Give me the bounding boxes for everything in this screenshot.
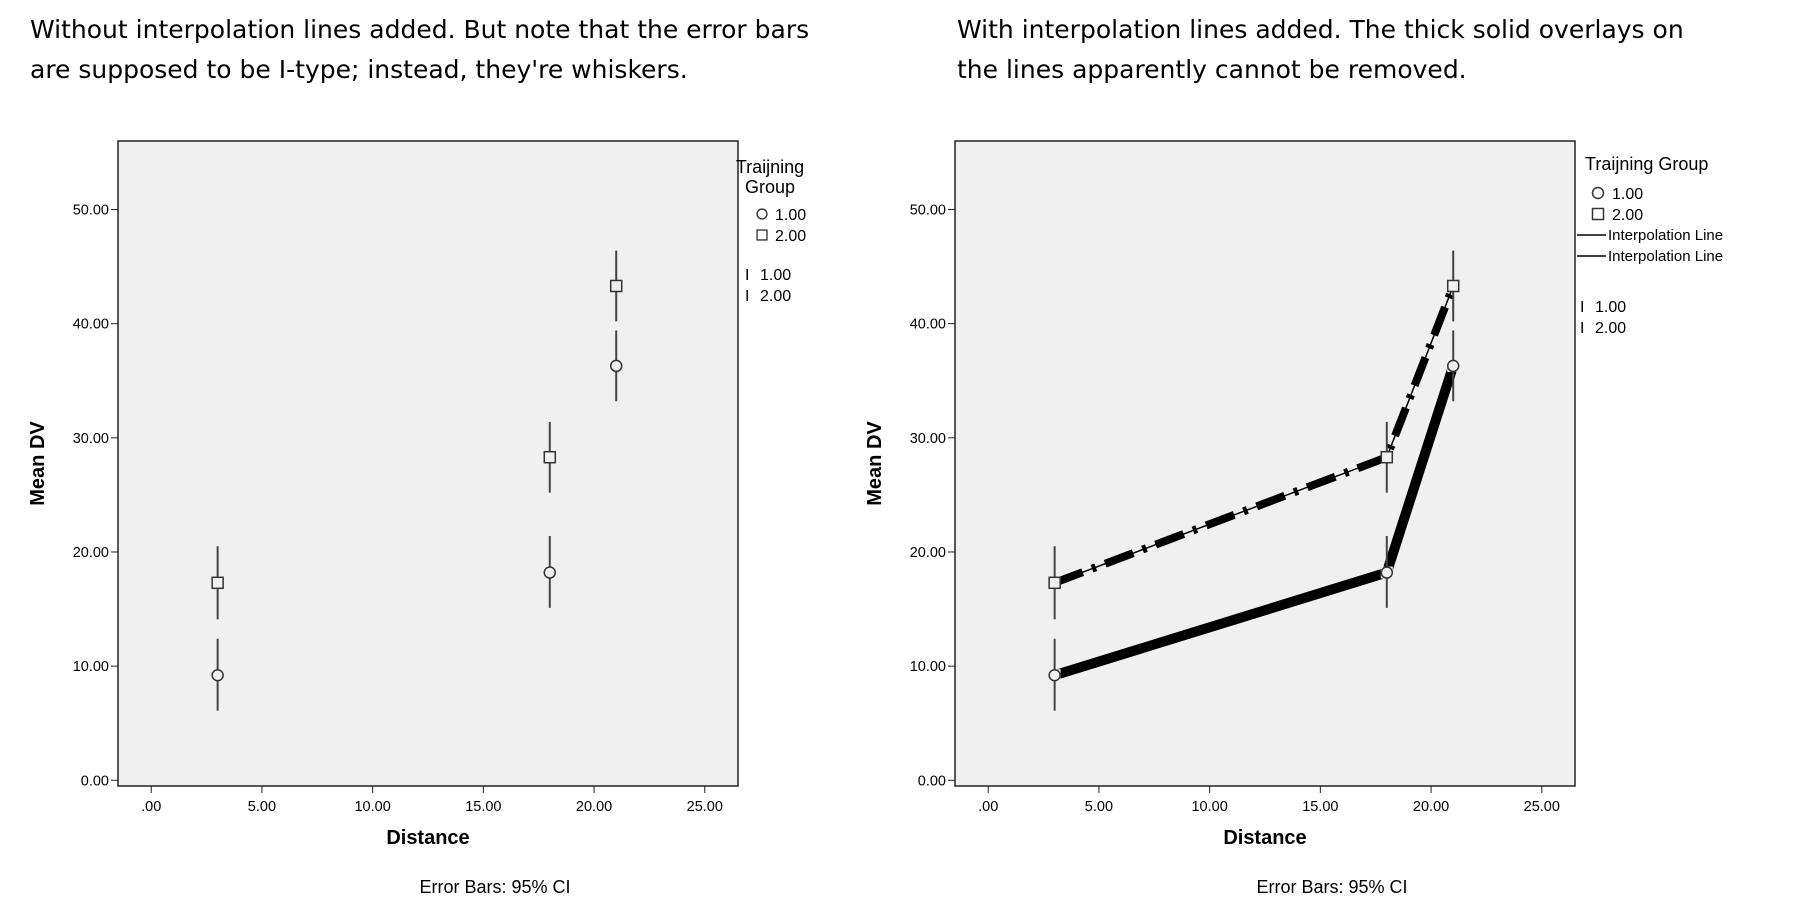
marker-bg [1447, 279, 1460, 292]
legend-line-label: Interpolation Line [1608, 248, 1723, 265]
legend-title: Traijning Group [1585, 154, 1708, 174]
y-tick-label: 40.00 [910, 317, 946, 333]
caption-right: With interpolation lines added. The thic… [957, 15, 1684, 84]
plot-area [954, 140, 1576, 787]
data-point-circle [609, 359, 623, 373]
legend-errorbar-label: 2.00 [760, 288, 791, 305]
marker-bg [1447, 359, 1460, 372]
data-point-square [609, 279, 623, 293]
data-point-circle [1446, 359, 1460, 373]
legend-errorbar-label: 1.00 [760, 267, 791, 284]
data-point-circle [1048, 669, 1061, 682]
interpolation-line-2-overlay [1053, 284, 1457, 587]
y-tick-label: 0.00 [918, 773, 946, 789]
x-tick-label: .00 [141, 799, 161, 815]
y-tick-label: 30.00 [910, 431, 946, 447]
y-tick-label: 30.00 [73, 431, 109, 447]
x-tick-label: 15.00 [465, 799, 501, 815]
y-tick-label: 10.00 [73, 659, 109, 675]
x-tick-label: 25.00 [687, 799, 723, 815]
x-tick-label: 10.00 [354, 799, 390, 815]
marker-bg [211, 576, 224, 589]
y-axis-title: Mean DV [864, 421, 886, 506]
y-tick-label: 50.00 [910, 202, 946, 218]
x-tick-label: 15.00 [1302, 799, 1338, 815]
marker-bg [610, 279, 623, 292]
legend-label: 2.00 [775, 228, 806, 245]
chart-panel-left: 0.00 10.00 20.00 30.00 40.00 50.00 .00 5.00 10.0… [27, 140, 806, 897]
legend-errorbar-icon: I [745, 288, 749, 305]
marker-bg [610, 359, 623, 372]
data-point-square [1380, 450, 1394, 464]
legend-marker-square [1591, 207, 1605, 221]
data-point-square [211, 576, 224, 590]
x-tick-label: 10.00 [1191, 799, 1227, 815]
data-point-circle [543, 566, 557, 579]
y-tick-label: 50.00 [73, 202, 109, 218]
legend-marker-circle [756, 208, 768, 220]
legend-errorbar-label: 2.00 [1595, 320, 1626, 337]
legend-errorbar-icon: I [1580, 299, 1584, 316]
y-axis-title: Mean DV [27, 421, 49, 506]
caption-left: Without interpolation lines added. But n… [30, 15, 810, 84]
legend-errorbar-label: 1.00 [1595, 299, 1626, 316]
data-point-square [1048, 576, 1061, 590]
x-tick-label: 20.00 [1413, 799, 1449, 815]
marker-bg [1048, 669, 1061, 682]
x-axis-title: Distance [386, 827, 469, 849]
legend-marker-circle [1591, 186, 1605, 200]
y-tick-label: 10.00 [910, 659, 946, 675]
legend-line-label: Interpolation Line [1608, 227, 1723, 244]
data-point-square [1446, 279, 1460, 293]
data-point-circle [1380, 566, 1394, 579]
marker-bg [211, 669, 224, 682]
marker-bg [1380, 451, 1393, 464]
y-tick-label: 20.00 [73, 545, 109, 561]
footnote: Error Bars: 95% CI [419, 877, 570, 897]
marker-bg [1048, 576, 1061, 589]
x-tick-label: 20.00 [576, 799, 612, 815]
legend-label: 2.00 [1612, 207, 1643, 224]
x-tick-label: 5.00 [248, 799, 276, 815]
x-tick-label: .00 [978, 799, 998, 815]
plot-area [117, 140, 739, 787]
chart-panel-right: 0.00 10.00 20.00 30.00 40.00 50.00 .00 5.00 10.0… [864, 140, 1723, 897]
data-point-circle [211, 669, 224, 682]
marker-bg [1380, 566, 1393, 579]
data-point-square [543, 450, 557, 464]
legend-marker-square [756, 229, 768, 241]
legend-title-line2: Group [745, 177, 795, 197]
marker-bg [543, 566, 556, 579]
legend-label: 1.00 [775, 207, 806, 224]
y-tick-label: 0.00 [81, 773, 109, 789]
y-tick-label: 20.00 [910, 545, 946, 561]
x-axis-title: Distance [1223, 827, 1306, 849]
x-tick-label: 25.00 [1524, 799, 1560, 815]
footnote: Error Bars: 95% CI [1256, 877, 1407, 897]
marker-bg [543, 451, 556, 464]
y-tick-label: 40.00 [73, 317, 109, 333]
x-tick-label: 5.00 [1085, 799, 1113, 815]
legend-label: 1.00 [1612, 186, 1643, 203]
legend-errorbar-icon: I [1580, 320, 1584, 337]
legend-title-line1: Traijning [736, 157, 804, 177]
legend-errorbar-icon: I [745, 267, 749, 284]
